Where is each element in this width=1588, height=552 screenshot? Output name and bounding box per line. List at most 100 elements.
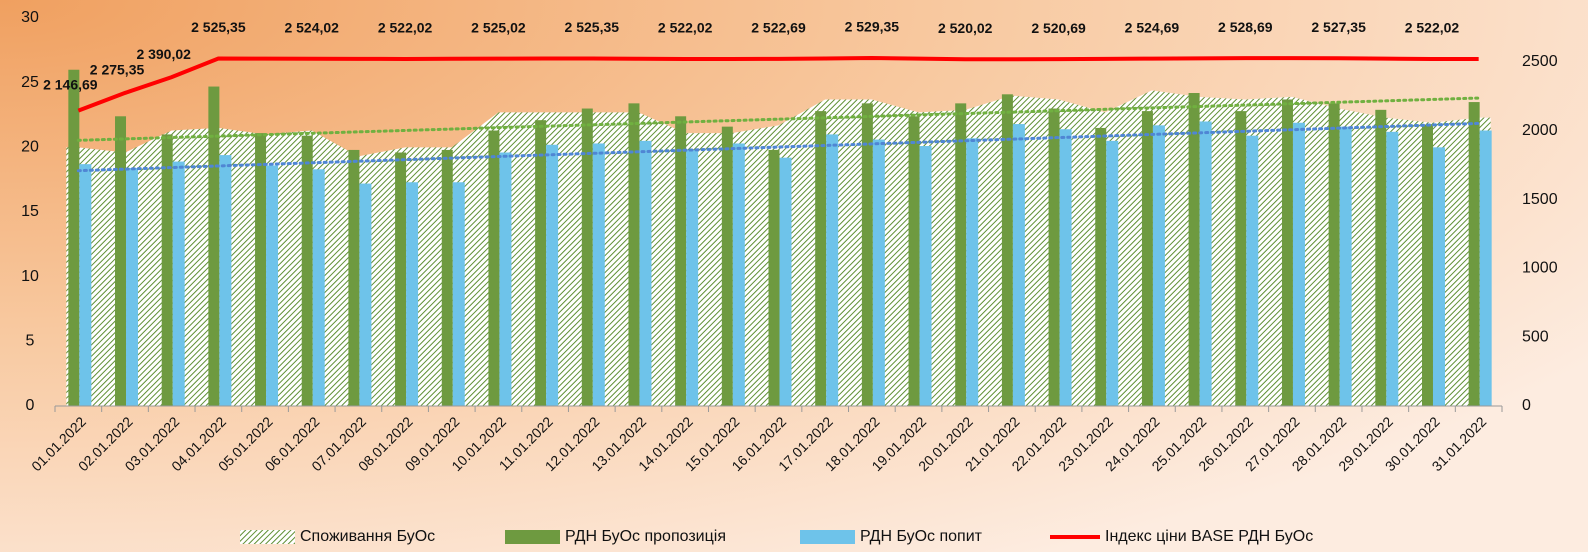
data-label: 2 528,69 [1218, 19, 1273, 35]
data-label: 2 522,69 [751, 20, 806, 36]
bar [779, 157, 792, 406]
y2-tick-label: 0 [1522, 397, 1531, 414]
bar [266, 165, 279, 406]
bar [639, 140, 652, 406]
legend-label: РДН БуОс попит [860, 528, 983, 545]
bar [581, 108, 593, 407]
bar [768, 149, 780, 407]
bar [1468, 102, 1480, 407]
bar [872, 139, 885, 406]
bar [1048, 108, 1060, 407]
bar [1432, 147, 1445, 407]
price-line [77, 55, 1479, 113]
data-label: 2 525,02 [471, 19, 526, 35]
bar [815, 111, 827, 407]
y2-tick-label: 1000 [1522, 260, 1558, 277]
bar [488, 130, 500, 406]
bar [1479, 130, 1492, 406]
data-label: 2 522,02 [378, 20, 433, 36]
legend-label: Споживання БуОс [300, 528, 435, 545]
bar [592, 143, 605, 406]
bar [208, 86, 220, 407]
bar [628, 103, 640, 407]
legend-swatch [505, 530, 560, 544]
bar [1059, 129, 1072, 406]
bar [79, 164, 92, 406]
bar [359, 183, 372, 406]
bar [721, 126, 733, 406]
bar [172, 161, 185, 406]
trend-line [76, 96, 1481, 142]
y-tick-label: 0 [26, 397, 35, 414]
bar [861, 103, 873, 407]
y-tick-label: 15 [21, 203, 39, 220]
y-tick-label: 30 [21, 9, 39, 26]
data-label: 2 525,35 [191, 19, 246, 35]
bar [348, 149, 360, 407]
bar [126, 168, 139, 406]
bar [1001, 94, 1013, 406]
y2-tick-label: 2000 [1522, 122, 1558, 139]
bar [406, 182, 419, 406]
bar [1421, 125, 1433, 406]
y2-tick-label: 1500 [1522, 191, 1558, 208]
bar [732, 143, 745, 406]
bar [395, 152, 407, 406]
trend-line [76, 121, 1481, 173]
bar [499, 152, 512, 406]
legend-swatch [240, 530, 295, 544]
bar [219, 155, 232, 406]
bar [312, 169, 325, 406]
bar [161, 134, 173, 406]
bar [1328, 103, 1340, 407]
y-tick-label: 5 [26, 333, 35, 350]
bar [301, 135, 313, 406]
legend-label: Індекс ціни BASE РДН БуОс [1105, 528, 1313, 545]
data-label: 2 275,35 [90, 62, 145, 78]
legend-swatch [800, 530, 855, 544]
bar [1235, 111, 1247, 407]
bar [1012, 124, 1025, 406]
y-tick-label: 10 [21, 268, 39, 285]
bar [1199, 121, 1212, 406]
data-label: 2 522,02 [658, 20, 713, 36]
bar [115, 116, 127, 406]
data-label: 2 522,02 [1405, 20, 1460, 36]
bar [686, 149, 699, 407]
bar [966, 138, 979, 406]
bar [1095, 127, 1107, 406]
bar [1141, 111, 1153, 407]
bar [535, 120, 547, 406]
bar [452, 182, 465, 406]
bar [955, 103, 967, 407]
data-label: 2 524,69 [1125, 19, 1180, 35]
bar [919, 146, 932, 407]
data-label: 2 529,35 [845, 19, 900, 35]
bar [68, 69, 80, 406]
bar [826, 134, 839, 406]
y2-tick-label: 500 [1522, 328, 1549, 345]
bar [1152, 125, 1165, 406]
data-label: 2 146,69 [43, 76, 98, 92]
bar [1246, 135, 1259, 406]
data-label: 2 527,35 [1311, 19, 1366, 35]
bar [1386, 131, 1399, 406]
y-tick-label: 20 [21, 139, 39, 156]
data-label: 2 525,35 [565, 19, 620, 35]
bar [908, 116, 920, 406]
data-label: 2 524,02 [284, 19, 339, 35]
bar [546, 144, 559, 406]
bar [1292, 122, 1305, 406]
bar [1281, 99, 1293, 406]
bar [1339, 126, 1352, 406]
bar [1106, 140, 1119, 406]
bar [441, 149, 453, 407]
data-label: 2 520,69 [1031, 20, 1086, 36]
data-label: 2 390,02 [136, 46, 191, 62]
legend-label: РДН БуОс пропозиція [565, 528, 726, 545]
bar [1375, 109, 1387, 407]
y2-tick-label: 2500 [1522, 53, 1558, 70]
y-tick-label: 25 [21, 74, 39, 91]
bar [255, 133, 267, 406]
